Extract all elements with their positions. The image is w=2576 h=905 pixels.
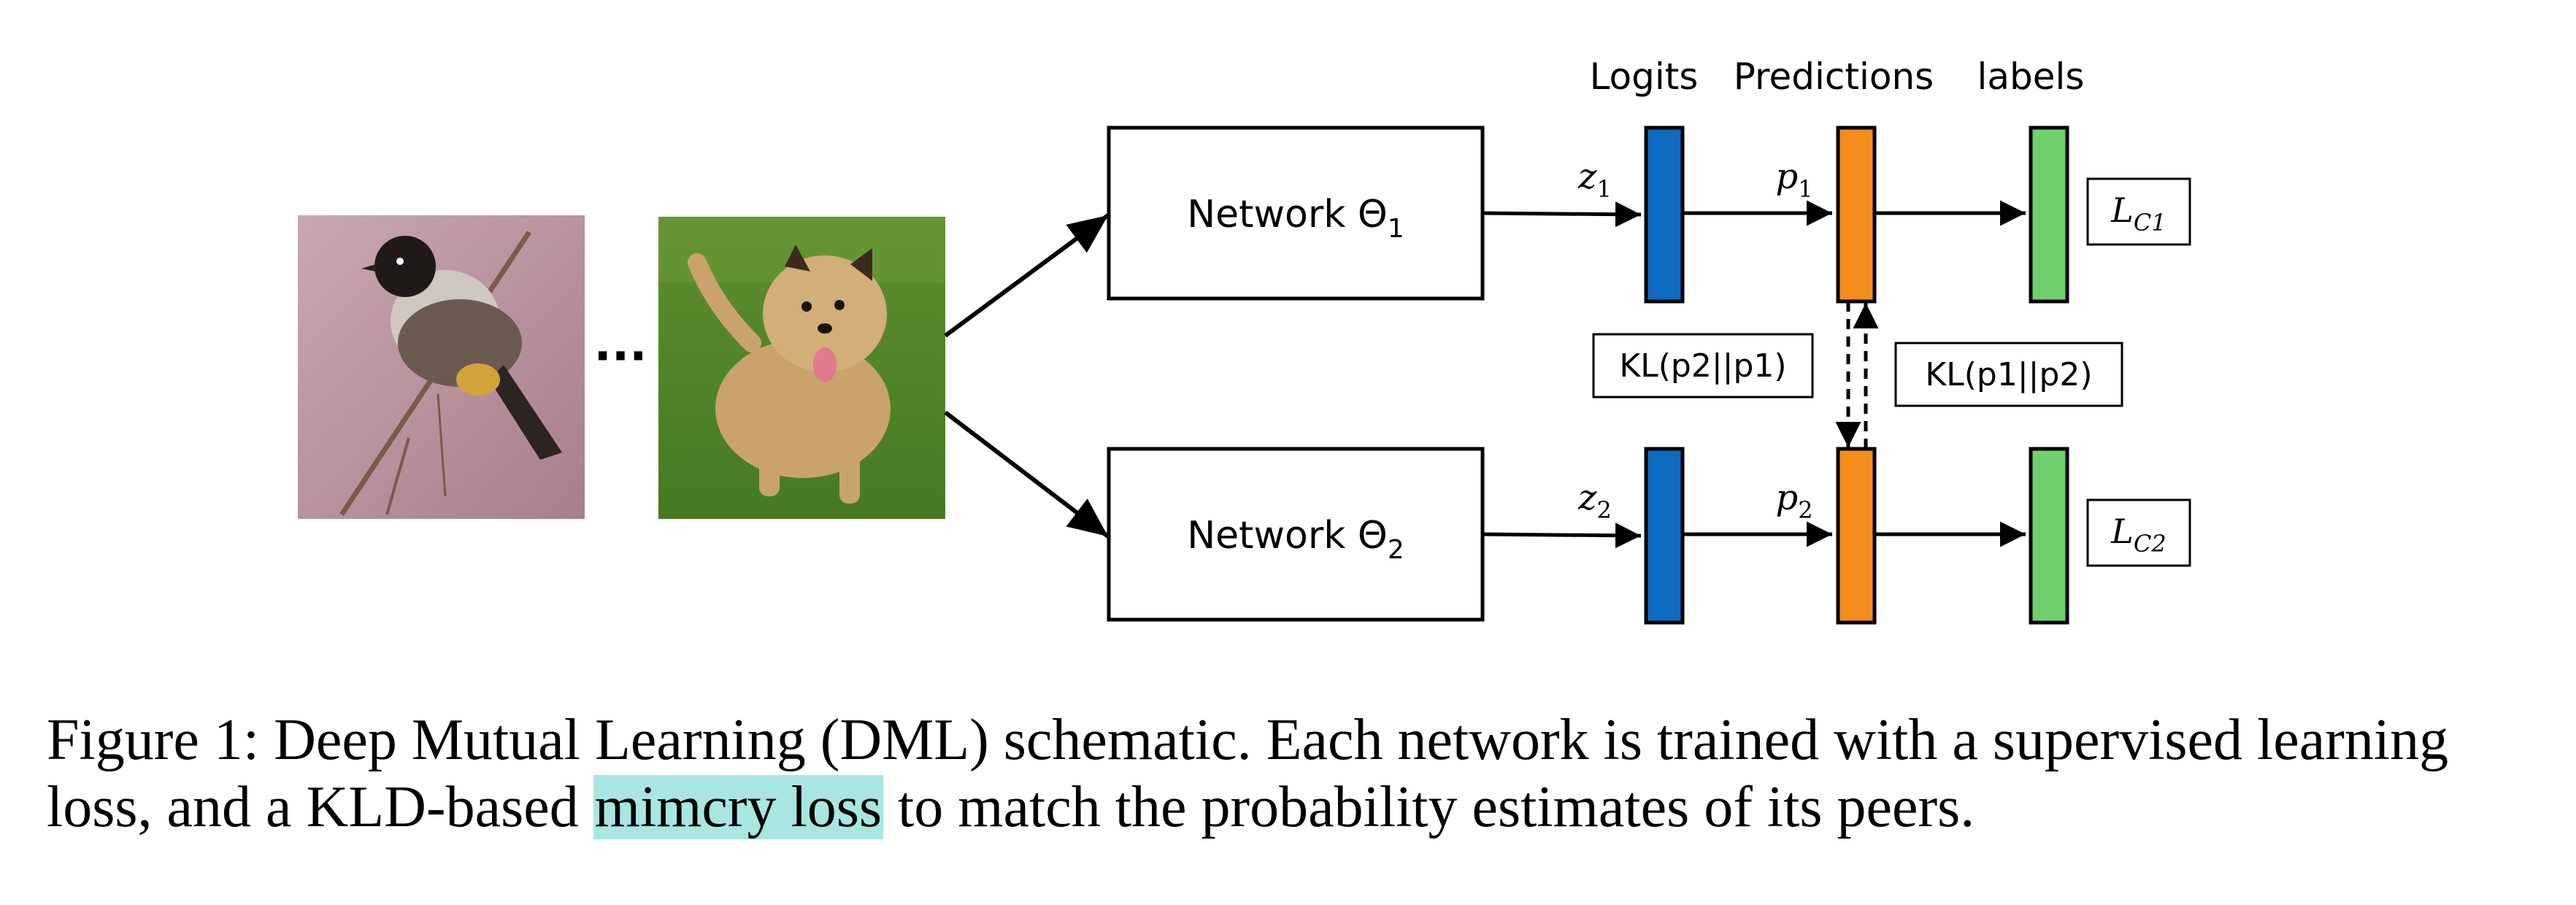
kl-right-label: KL(p1||p2) bbox=[1925, 356, 2092, 393]
caption-highlight: mimcry loss bbox=[593, 775, 884, 839]
kl-left-box: KL(p2||p1) bbox=[1592, 333, 1814, 398]
predictions-header: Predictions bbox=[1734, 55, 1934, 98]
loss-1-symbol: L bbox=[2110, 190, 2134, 230]
prediction-2-symbol: p bbox=[1775, 477, 1798, 518]
arrow-network-1-to-logits bbox=[1482, 201, 1642, 228]
logit-2-subscript: 2 bbox=[1596, 496, 1611, 524]
label-bar-1 bbox=[2029, 126, 2069, 304]
dog-image bbox=[658, 217, 945, 519]
svg-text:z1: z1 bbox=[1577, 156, 1612, 203]
loss-1-box: LC1 bbox=[2086, 177, 2191, 246]
network-1-label: Network Θ bbox=[1187, 193, 1388, 236]
caption-prefix: Figure 1: Deep Mutual Learning (DML) sch… bbox=[47, 708, 2449, 839]
svg-text:Network Θ2: Network Θ2 bbox=[1187, 514, 1404, 565]
logit-bar-1 bbox=[1644, 126, 1685, 304]
logit-bar-2 bbox=[1644, 447, 1685, 625]
caption-suffix: to match the probability estimates of it… bbox=[883, 775, 1975, 839]
label-bar-2 bbox=[2029, 447, 2069, 625]
prediction-bar-1 bbox=[1836, 126, 1877, 304]
prediction-1-symbol: p bbox=[1775, 156, 1798, 197]
prediction-1-subscript: 1 bbox=[1798, 175, 1812, 203]
svg-text:p2: p2 bbox=[1775, 477, 1812, 524]
network-2-box: Network Θ2 bbox=[1107, 447, 1485, 622]
network-1-subscript: 1 bbox=[1388, 214, 1404, 244]
network-2-subscript: 2 bbox=[1388, 535, 1404, 565]
prediction-2-subscript: 2 bbox=[1798, 496, 1812, 524]
loss-2-box: LC2 bbox=[2086, 498, 2191, 567]
loss-2-subscript: C2 bbox=[2134, 530, 2166, 558]
network-1-box: Network Θ1 bbox=[1107, 126, 1485, 301]
arrow-network-2-to-logits bbox=[1482, 523, 1642, 549]
svg-text:z2: z2 bbox=[1577, 477, 1612, 524]
kl-left-label: KL(p2||p1) bbox=[1619, 347, 1786, 385]
svg-text:LC2: LC2 bbox=[2110, 512, 2166, 558]
figure-caption: Figure 1: Deep Mutual Learning (DML) sch… bbox=[47, 706, 2529, 841]
labels-header: labels bbox=[1977, 55, 2085, 98]
logit-1-subscript: 1 bbox=[1596, 175, 1611, 203]
bird-image bbox=[298, 215, 585, 519]
svg-text:Network Θ1: Network Θ1 bbox=[1187, 193, 1404, 244]
arrow-image-to-network-1 bbox=[944, 213, 1110, 338]
loss-1-subscript: C1 bbox=[2134, 209, 2166, 236]
prediction-bar-2 bbox=[1836, 447, 1877, 625]
network-2-label: Network Θ bbox=[1187, 514, 1388, 558]
kl-right-box: KL(p1||p2) bbox=[1894, 342, 2123, 407]
logit-1-symbol: z bbox=[1577, 156, 1597, 197]
svg-text:p1: p1 bbox=[1775, 156, 1812, 203]
arrow-image-to-network-2 bbox=[944, 410, 1110, 539]
logit-2-symbol: z bbox=[1577, 477, 1597, 518]
logits-header: Logits bbox=[1590, 55, 1699, 98]
ellipsis: ··· bbox=[594, 330, 647, 384]
loss-2-symbol: L bbox=[2110, 512, 2134, 551]
svg-text:LC1: LC1 bbox=[2110, 190, 2166, 236]
